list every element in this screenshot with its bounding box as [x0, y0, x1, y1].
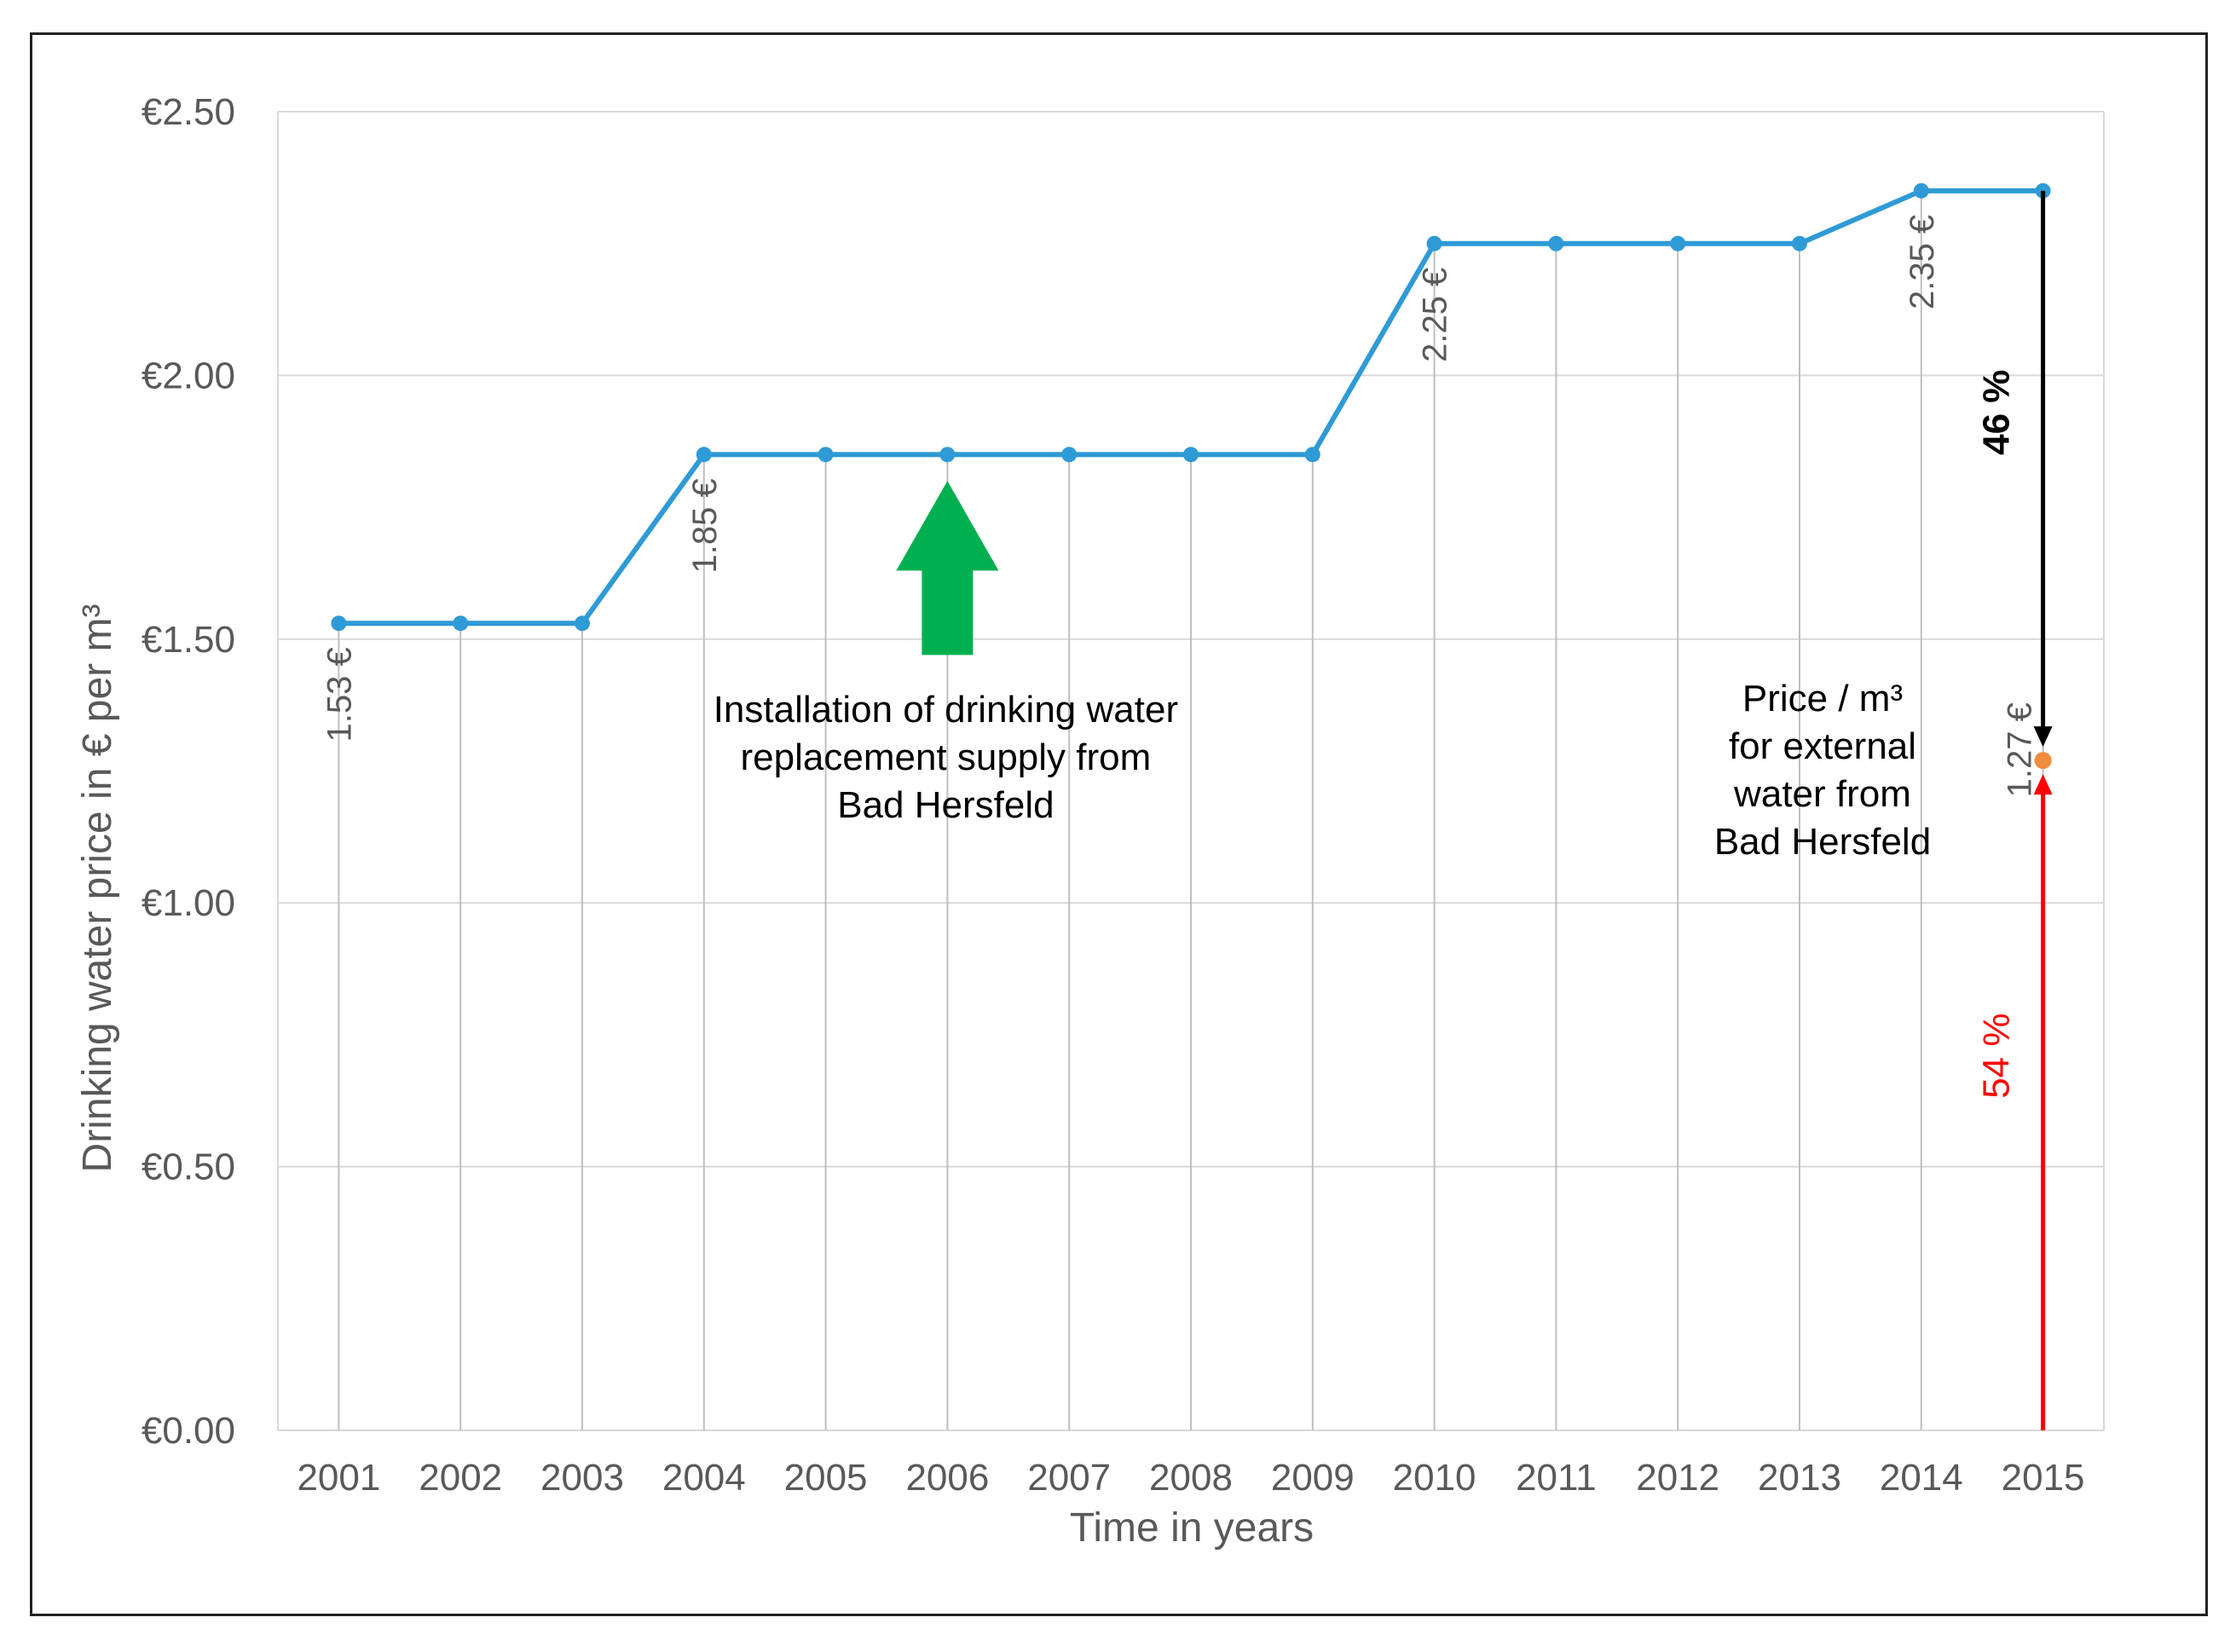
- external-price-annotation: Bad Hersfeld: [1714, 821, 1931, 863]
- installation-label: Installation of drinking water: [714, 689, 1178, 731]
- external-price-label: 1.27 €: [2002, 702, 2039, 797]
- data-point: [331, 615, 347, 632]
- external-price-annotation: water from: [1733, 773, 1911, 815]
- x-tick-label: 2014: [1880, 1457, 1963, 1499]
- data-point: [1304, 447, 1320, 463]
- x-tick-label: 2001: [297, 1457, 380, 1499]
- y-tick-label: €0.50: [142, 1147, 235, 1188]
- x-tick-label: 2015: [2002, 1457, 2085, 1499]
- external-price-point: [2034, 752, 2052, 770]
- x-tick-label: 2011: [1516, 1457, 1597, 1499]
- y-tick-label: €2.50: [142, 91, 235, 133]
- y-tick-label: €2.00: [142, 355, 235, 396]
- installation-label: replacement supply from: [741, 736, 1152, 778]
- data-point: [1913, 182, 1929, 199]
- data-label: 1.53 €: [321, 647, 358, 742]
- x-tick-label: 2003: [540, 1457, 624, 1499]
- x-axis-title: Time in years: [1070, 1505, 1314, 1551]
- y-tick-label: €1.50: [142, 619, 235, 661]
- data-point: [1426, 235, 1442, 251]
- data-point: [696, 447, 712, 463]
- installation-label: Bad Hersfeld: [837, 784, 1054, 826]
- data-label: 1.85 €: [686, 478, 724, 573]
- x-tick-label: 2008: [1149, 1457, 1233, 1499]
- chart-frame: €0.00 €0.50 €1.00 €1.50 €2.00 €2.50 2001 2002 2…: [30, 32, 2208, 1616]
- data-point: [818, 447, 834, 463]
- y-axis-ticks: €0.00 €0.50 €1.00 €1.50 €2.00 €2.50: [142, 91, 235, 1452]
- chart-svg: €0.00€0.50€1.00€1.50€2.00€2.50 2001 2002 2…: [75, 91, 2105, 1551]
- share-upper-arrow-head-icon: [2033, 726, 2053, 748]
- x-axis-ticks: 2001 2002 2003 2004 2005 2006 2007 2008 2009 2010…: [297, 1457, 2084, 1499]
- x-tick-label: 2004: [662, 1457, 746, 1499]
- data-point: [575, 615, 590, 632]
- data-point: [453, 615, 469, 632]
- data-point: [939, 447, 956, 463]
- x-tick-label: 2013: [1758, 1457, 1841, 1499]
- x-tick-label: 2002: [419, 1457, 502, 1499]
- data-point: [1183, 447, 1199, 463]
- share-lower-arrow-head-icon: [2033, 774, 2053, 795]
- x-tick-label: 2012: [1636, 1457, 1719, 1499]
- x-tick-label: 2009: [1271, 1457, 1355, 1499]
- installation-arrow-icon: [896, 481, 999, 656]
- share-lower-label: 54 %: [1976, 1014, 2018, 1099]
- data-label: 2.25 €: [1417, 268, 1454, 362]
- data-point: [1061, 447, 1078, 463]
- y-axis-title: Drinking water price in € per m³: [75, 604, 120, 1173]
- data-point: [1670, 235, 1686, 251]
- series-points: [331, 182, 2051, 632]
- data-labels: 1.53 € 1.85 € 2.25 € 2.35 €: [321, 215, 1940, 742]
- data-point: [1548, 235, 1564, 251]
- y-tick-label: €0.00: [142, 1410, 235, 1452]
- data-point: [1792, 235, 1807, 251]
- x-tick-label: 2007: [1027, 1457, 1111, 1499]
- x-tick-label: 2006: [905, 1457, 989, 1499]
- x-tick-label: 2005: [784, 1457, 868, 1499]
- y-tick-label: €1.00: [142, 882, 235, 924]
- external-price-annotation: for external: [1729, 725, 1916, 767]
- annotations: Installation of drinking water replacemen…: [714, 190, 2053, 1430]
- data-label: 2.35 €: [1904, 215, 1941, 309]
- external-price-annotation: Price / m³: [1742, 678, 1903, 719]
- x-tick-label: 2010: [1393, 1457, 1476, 1499]
- share-upper-label: 46 %: [1976, 370, 2018, 455]
